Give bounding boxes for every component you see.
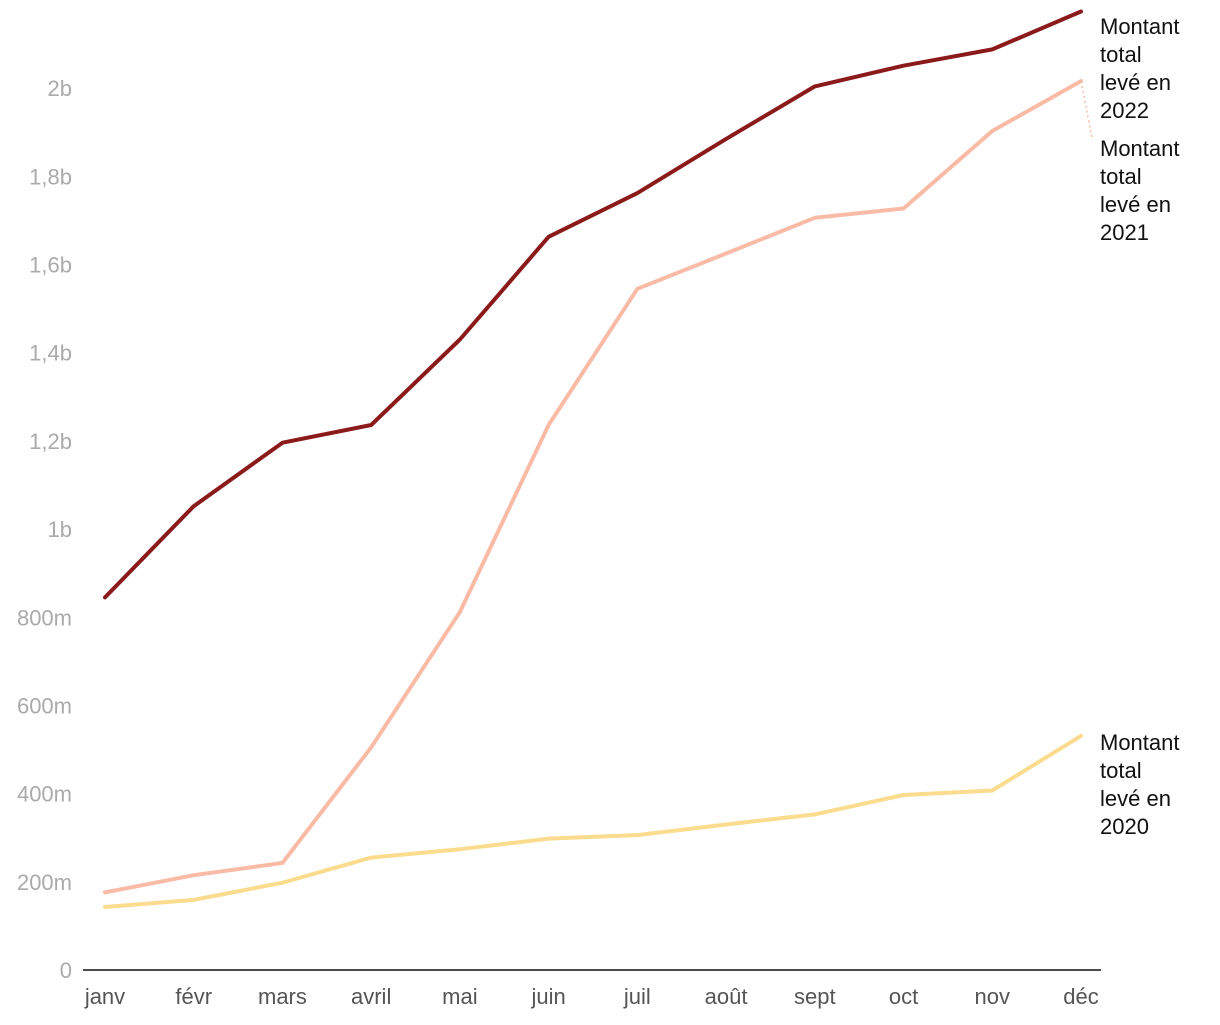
series-label-line: levé en — [1100, 70, 1171, 95]
series-line-1 — [103, 79, 1083, 895]
series-label-connector — [1080, 80, 1093, 139]
x-tick-label: janv — [84, 984, 125, 1009]
series-label-line: levé en — [1100, 786, 1171, 811]
x-tick-label: mars — [258, 984, 307, 1009]
y-tick-label: 1b — [48, 517, 72, 542]
y-tick-label: 1,8b — [29, 164, 72, 189]
series-label-line: Montant — [1100, 136, 1180, 161]
series-label-line: 2021 — [1100, 220, 1149, 245]
series-label-line: total — [1100, 164, 1142, 189]
y-tick-label: 1,4b — [29, 341, 72, 366]
x-axis: janv févr mars avril mai juin juil août sept oct n… — [83, 969, 1101, 1009]
x-tick-label: déc — [1063, 984, 1098, 1009]
series-label-line: levé en — [1100, 192, 1171, 217]
y-tick-label: 0 — [60, 958, 72, 983]
series-line-0 — [103, 9, 1083, 600]
series-label-1: Montant total levé en 2021 — [1100, 136, 1180, 245]
y-tick-label: 200m — [17, 870, 72, 895]
x-tick-label: août — [705, 984, 748, 1009]
series-label-line: total — [1100, 42, 1142, 67]
y-tick-label: 2b — [48, 76, 72, 101]
y-tick-label: 400m — [17, 782, 72, 807]
x-tick-label: avril — [351, 984, 391, 1009]
y-axis: 0 200m 400m 600m 800m 1b 1,2b 1,4b 1,6b 1,8b 2b — [17, 76, 72, 983]
x-tick-label: oct — [889, 984, 918, 1009]
x-tick-label: nov — [975, 984, 1010, 1009]
series-lines — [103, 9, 1083, 909]
y-tick-label: 1,2b — [29, 429, 72, 454]
series-label-2: Montant total levé en 2020 — [1100, 730, 1180, 839]
x-tick-label: mai — [442, 984, 477, 1009]
series-line-2 — [103, 733, 1083, 909]
series-label-line: total — [1100, 758, 1142, 783]
x-tick-label: juin — [531, 984, 566, 1009]
series-label-line: Montant — [1100, 730, 1180, 755]
series-label-0: Montant total levé en 2022 — [1100, 14, 1180, 123]
series-label-line: Montant — [1100, 14, 1180, 39]
x-tick-label: sept — [794, 984, 836, 1009]
series-labels: Montant total levé en 2022 Montant total levé … — [1080, 14, 1180, 839]
series-label-line: 2020 — [1100, 814, 1149, 839]
x-tick-label: juil — [623, 984, 651, 1009]
y-tick-label: 1,6b — [29, 253, 72, 278]
series-label-line: 2022 — [1100, 98, 1149, 123]
x-tick-label: févr — [175, 984, 212, 1009]
y-tick-label: 800m — [17, 605, 72, 630]
y-tick-label: 600m — [17, 693, 72, 718]
